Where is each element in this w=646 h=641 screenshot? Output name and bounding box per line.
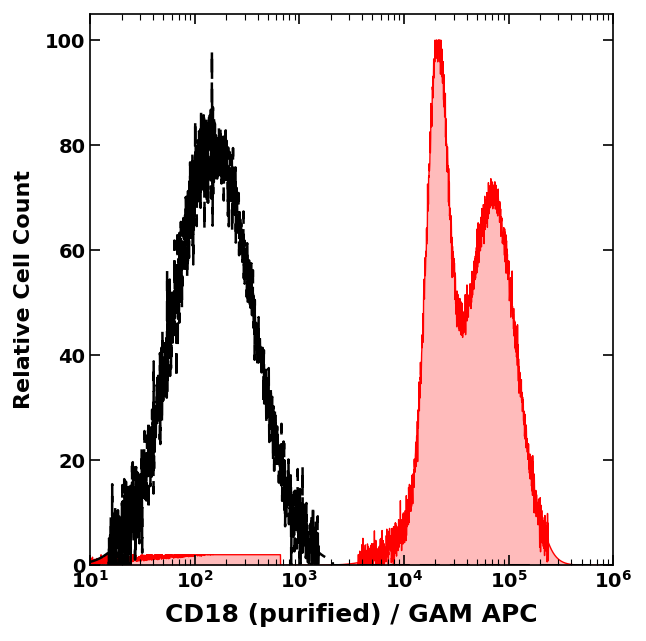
Y-axis label: Relative Cell Count: Relative Cell Count — [14, 170, 34, 409]
X-axis label: CD18 (purified) / GAM APC: CD18 (purified) / GAM APC — [165, 603, 538, 627]
